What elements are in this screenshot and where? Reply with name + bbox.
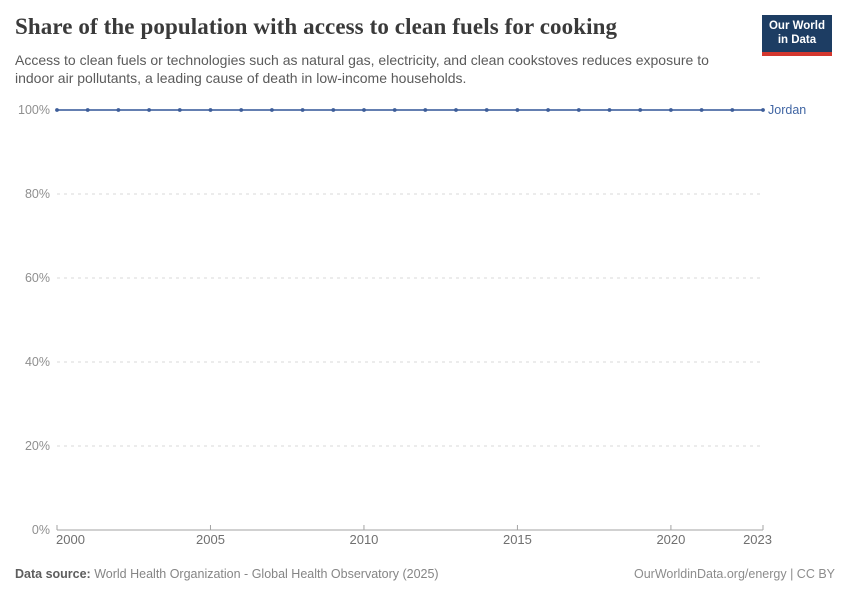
- data-point-marker[interactable]: [239, 108, 244, 112]
- x-tick-label: 2020: [656, 532, 685, 547]
- data-point-marker[interactable]: [147, 108, 152, 112]
- x-tick-label: 2015: [503, 532, 532, 547]
- chart-footer: Data source: World Health Organization -…: [15, 567, 835, 581]
- y-tick-label: 100%: [18, 103, 50, 117]
- data-point-marker[interactable]: [208, 108, 213, 112]
- data-source-text: World Health Organization - Global Healt…: [94, 567, 439, 581]
- owid-logo-line2: in Data: [777, 34, 817, 47]
- data-point-marker[interactable]: [515, 108, 520, 112]
- x-tick-label: 2010: [349, 532, 378, 547]
- data-point-marker[interactable]: [484, 108, 489, 112]
- data-point-marker[interactable]: [423, 108, 428, 112]
- y-tick-label: 0%: [32, 523, 50, 537]
- x-tick-label: 2005: [196, 532, 225, 547]
- data-point-marker[interactable]: [761, 108, 765, 112]
- y-tick-label: 60%: [25, 271, 50, 285]
- data-point-marker[interactable]: [55, 108, 59, 112]
- x-tick-label: 2000: [56, 532, 85, 547]
- data-point-marker[interactable]: [300, 108, 305, 112]
- owid-credit-link[interactable]: OurWorldinData.org/energy | CC BY: [633, 567, 835, 581]
- data-point-marker[interactable]: [116, 108, 121, 112]
- data-point-marker[interactable]: [362, 108, 366, 112]
- owid-logo[interactable]: Our World in Data: [761, 15, 832, 56]
- page-title: Share of the population with access to c…: [15, 14, 618, 39]
- y-tick-label: 20%: [25, 439, 50, 453]
- data-point-marker[interactable]: [669, 108, 673, 112]
- data-point-marker[interactable]: [270, 108, 274, 112]
- owid-logo-line1: Our World: [768, 20, 825, 32]
- series-label-jordan[interactable]: Jordan: [768, 103, 806, 117]
- data-point-marker[interactable]: [607, 108, 612, 112]
- y-tick-label: 80%: [25, 187, 50, 201]
- data-point-marker[interactable]: [576, 108, 581, 112]
- data-source: Data source: World Health Organization -…: [15, 567, 439, 581]
- y-tick-label: 40%: [25, 355, 50, 369]
- data-point-marker[interactable]: [546, 108, 550, 112]
- data-point-marker[interactable]: [730, 108, 735, 112]
- data-point-marker[interactable]: [454, 108, 458, 112]
- data-point-marker[interactable]: [177, 108, 182, 112]
- data-point-marker[interactable]: [638, 108, 643, 112]
- x-tick-label: 2023: [743, 532, 772, 547]
- chart-subtitle: Access to clean fuels or technologies su…: [15, 52, 709, 87]
- data-point-marker[interactable]: [392, 108, 397, 112]
- data-point-marker[interactable]: [699, 108, 704, 112]
- data-point-marker[interactable]: [85, 108, 90, 112]
- data-source-label: Data source:: [15, 567, 91, 581]
- data-point-marker[interactable]: [331, 108, 336, 112]
